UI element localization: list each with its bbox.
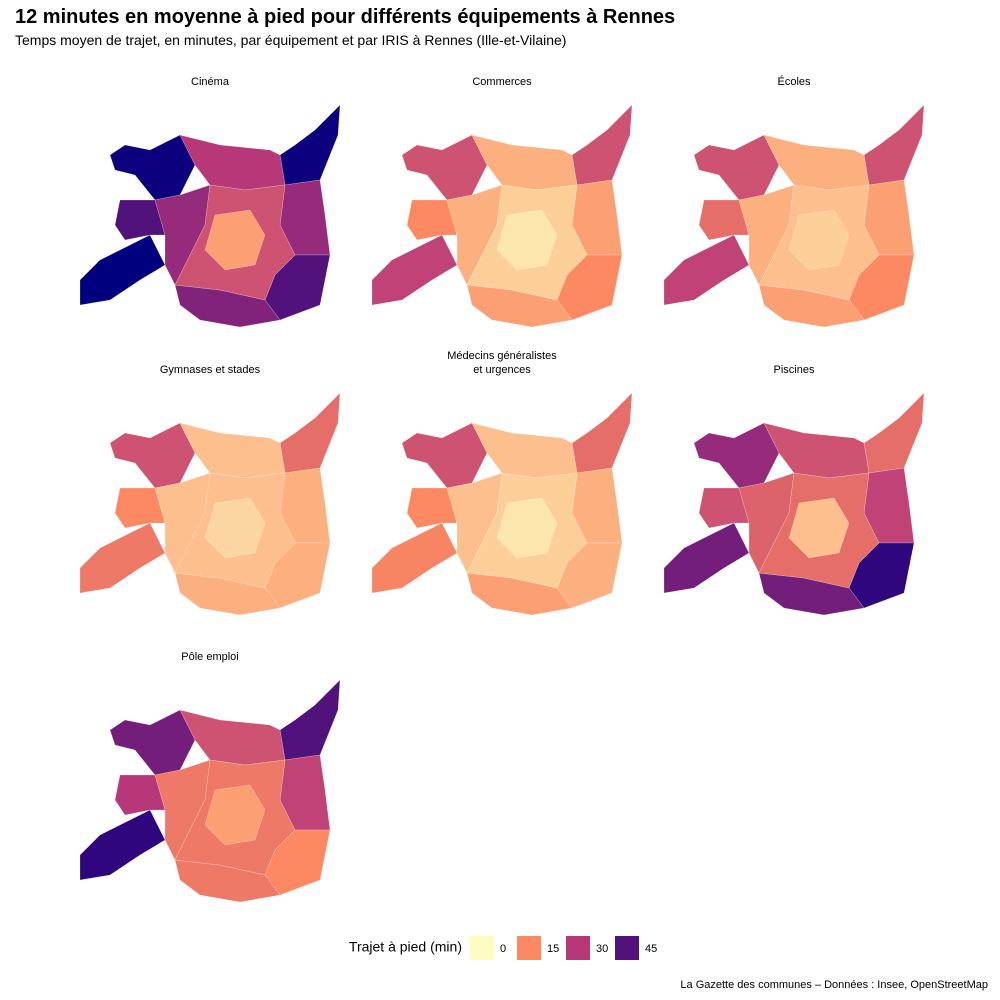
iris-zone bbox=[371, 234, 458, 306]
iris-zone bbox=[179, 422, 286, 479]
panel-title: Cinéma bbox=[191, 76, 229, 88]
panel-title: Médecins généralistes et urgences bbox=[447, 350, 557, 376]
legend-swatch bbox=[615, 936, 639, 960]
title: 12 minutes en moyenne à pied pour différ… bbox=[15, 6, 676, 28]
legend-swatch bbox=[470, 936, 494, 960]
subtitle: Temps moyen de trajet, en minutes, par é… bbox=[15, 32, 567, 48]
panel-title: Gymnases et stades bbox=[159, 364, 261, 376]
iris-zone bbox=[204, 497, 266, 559]
legend-label: 30 bbox=[596, 943, 608, 955]
iris-zone bbox=[79, 234, 166, 306]
iris-zone bbox=[663, 522, 750, 594]
iris-zone bbox=[401, 422, 488, 489]
iris-zone bbox=[763, 422, 870, 479]
iris-zone bbox=[763, 134, 870, 191]
iris-zone bbox=[693, 422, 780, 489]
iris-zone bbox=[693, 134, 780, 201]
iris-zone bbox=[79, 522, 166, 594]
iris-zone bbox=[401, 134, 488, 201]
iris-zone bbox=[863, 392, 925, 474]
iris-zone bbox=[471, 134, 578, 191]
iris-zone bbox=[204, 209, 266, 271]
panel-title: Écoles bbox=[777, 76, 811, 88]
iris-zone bbox=[179, 709, 286, 766]
iris-zone bbox=[571, 392, 633, 474]
legend-swatch bbox=[566, 936, 590, 960]
legend-swatch bbox=[517, 936, 541, 960]
iris-zone bbox=[863, 104, 925, 186]
panel-title: Pôle emploi bbox=[181, 651, 239, 663]
iris-zone bbox=[788, 209, 850, 271]
iris-zone bbox=[109, 134, 196, 201]
iris-zone bbox=[279, 104, 341, 186]
legend-label: 15 bbox=[547, 943, 559, 955]
panel-title: Piscines bbox=[773, 364, 815, 376]
iris-zone bbox=[279, 392, 341, 474]
iris-zone bbox=[471, 422, 578, 479]
iris-zone bbox=[496, 497, 558, 559]
iris-zone bbox=[371, 522, 458, 594]
iris-zone bbox=[109, 422, 196, 489]
legend-label: 45 bbox=[645, 943, 657, 955]
legend-label: 0 bbox=[500, 943, 506, 955]
iris-zone bbox=[788, 497, 850, 559]
iris-zone bbox=[179, 134, 286, 191]
iris-zone bbox=[109, 709, 196, 776]
iris-zone bbox=[571, 104, 633, 186]
legend-title: Trajet à pied (min) bbox=[349, 939, 462, 955]
iris-zone bbox=[663, 234, 750, 306]
iris-zone bbox=[496, 209, 558, 271]
iris-zone bbox=[279, 679, 341, 761]
iris-zone bbox=[79, 809, 166, 881]
iris-zone bbox=[204, 784, 266, 846]
panel-title: Commerces bbox=[472, 76, 532, 88]
caption: La Gazette des communes – Données : Inse… bbox=[680, 979, 988, 991]
